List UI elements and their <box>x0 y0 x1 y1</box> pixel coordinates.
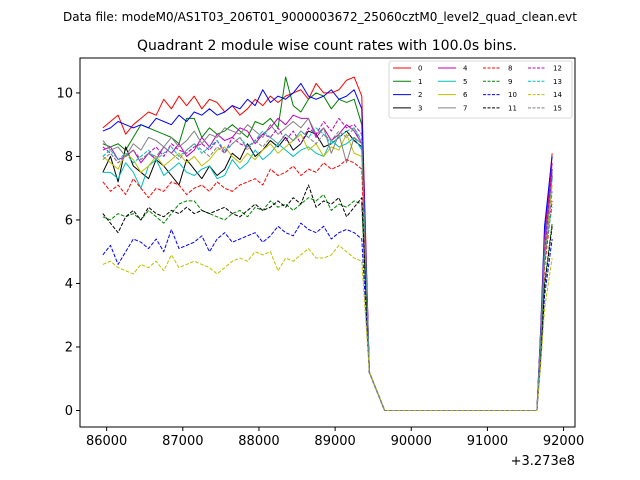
series-line-11 <box>102 184 553 411</box>
x-tick-label: 90000 <box>391 434 432 449</box>
legend-label-1: 1 <box>418 78 422 86</box>
y-tick-label: 4 <box>65 277 73 292</box>
legend-label-9: 9 <box>508 78 512 86</box>
legend-label-5: 5 <box>463 78 467 86</box>
legend-label-13: 13 <box>553 78 562 86</box>
legend-label-4: 4 <box>463 65 468 73</box>
legend-frame <box>388 60 573 119</box>
x-tick-label: 87000 <box>162 434 203 449</box>
series-line-9 <box>102 194 553 411</box>
x-tick-label: 88000 <box>238 434 279 449</box>
y-axis: 0 2 4 6 8 10 <box>56 86 80 419</box>
legend-label-3: 3 <box>418 104 422 112</box>
series-line-1 <box>102 76 553 411</box>
series-line-7 <box>102 117 553 411</box>
y-tick-label: 0 <box>65 404 73 419</box>
series-line-3 <box>102 130 553 411</box>
y-tick-label: 10 <box>56 86 73 101</box>
series-line-14 <box>102 244 553 411</box>
x-tick-label: 86000 <box>86 434 127 449</box>
series-line-5 <box>102 136 553 411</box>
series-layer <box>102 76 553 411</box>
legend-label-11: 11 <box>508 104 517 112</box>
legend-label-10: 10 <box>508 91 517 99</box>
axes-frame <box>79 57 576 428</box>
legend-label-0: 0 <box>418 65 422 73</box>
legend-label-8: 8 <box>508 65 512 73</box>
x-tick-label: 89000 <box>314 434 355 449</box>
plot-area <box>79 57 576 428</box>
chart-title: Quadrant 2 module wise count rates with … <box>137 38 517 54</box>
y-tick-label: 8 <box>65 150 73 165</box>
legend-label-12: 12 <box>553 65 562 73</box>
series-line-10 <box>102 222 553 411</box>
y-tick-label: 2 <box>65 340 73 355</box>
series-line-8 <box>102 159 553 411</box>
x-axis: 86000 87000 88000 89000 90000 91000 92000 <box>86 427 584 449</box>
x-tick-label: 91000 <box>467 434 508 449</box>
series-line-6 <box>102 133 553 411</box>
series-line-2 <box>102 82 553 411</box>
series-line-4 <box>102 114 553 411</box>
legend-label-14: 14 <box>553 91 562 99</box>
legend-label-2: 2 <box>418 91 422 99</box>
y-tick-label: 6 <box>65 213 73 228</box>
legend-label-7: 7 <box>463 104 467 112</box>
x-tick-label: 92000 <box>543 434 584 449</box>
suptitle: Data file: modeM0/AS1T03_206T01_90000036… <box>63 10 577 24</box>
legend-label-15: 15 <box>553 104 562 112</box>
x-offset-label: +3.273e8 <box>511 454 575 469</box>
series-line-0 <box>102 76 553 411</box>
legend-label-6: 6 <box>463 91 468 99</box>
series-line-15 <box>102 127 553 411</box>
